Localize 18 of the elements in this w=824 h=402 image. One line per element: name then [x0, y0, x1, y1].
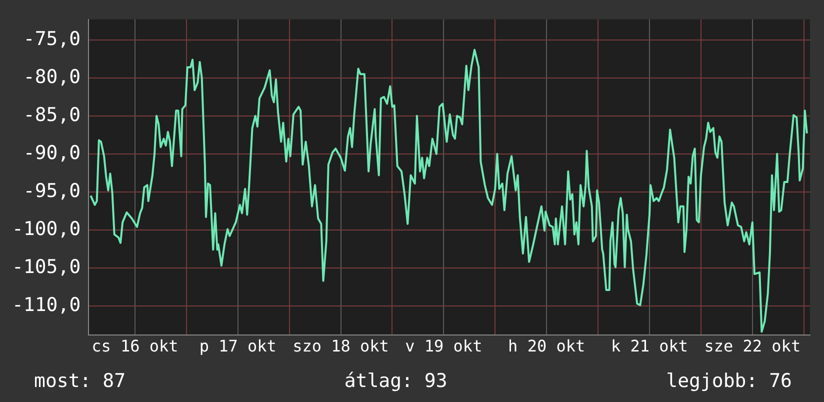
x-tick-label: sze 22 okt	[704, 336, 801, 356]
x-tick-label: p 17 okt	[199, 336, 276, 356]
x-tick-label: szo 18 okt	[292, 336, 389, 356]
x-tick-label: k 21 okt	[610, 336, 688, 356]
y-tick-label: -100,0	[12, 218, 81, 240]
text: legjobb: 76	[666, 370, 792, 392]
y-tick-label: -90,0	[23, 142, 81, 164]
x-tick-label: h 20 okt	[508, 336, 586, 356]
x-tick-label: v 19 okt	[405, 336, 482, 356]
y-tick-label: -95,0	[23, 180, 81, 202]
text: most: 87	[34, 370, 126, 392]
y-tick-label: -105,0	[12, 256, 81, 278]
y-tick-label: -85,0	[23, 104, 81, 126]
y-tick-label: -110,0	[12, 294, 81, 316]
text: átlag: 93	[344, 370, 448, 392]
x-tick-label: cs 16 okt	[92, 336, 178, 356]
y-tick-label: -75,0	[23, 28, 81, 50]
y-tick-label: -80,0	[23, 66, 81, 88]
